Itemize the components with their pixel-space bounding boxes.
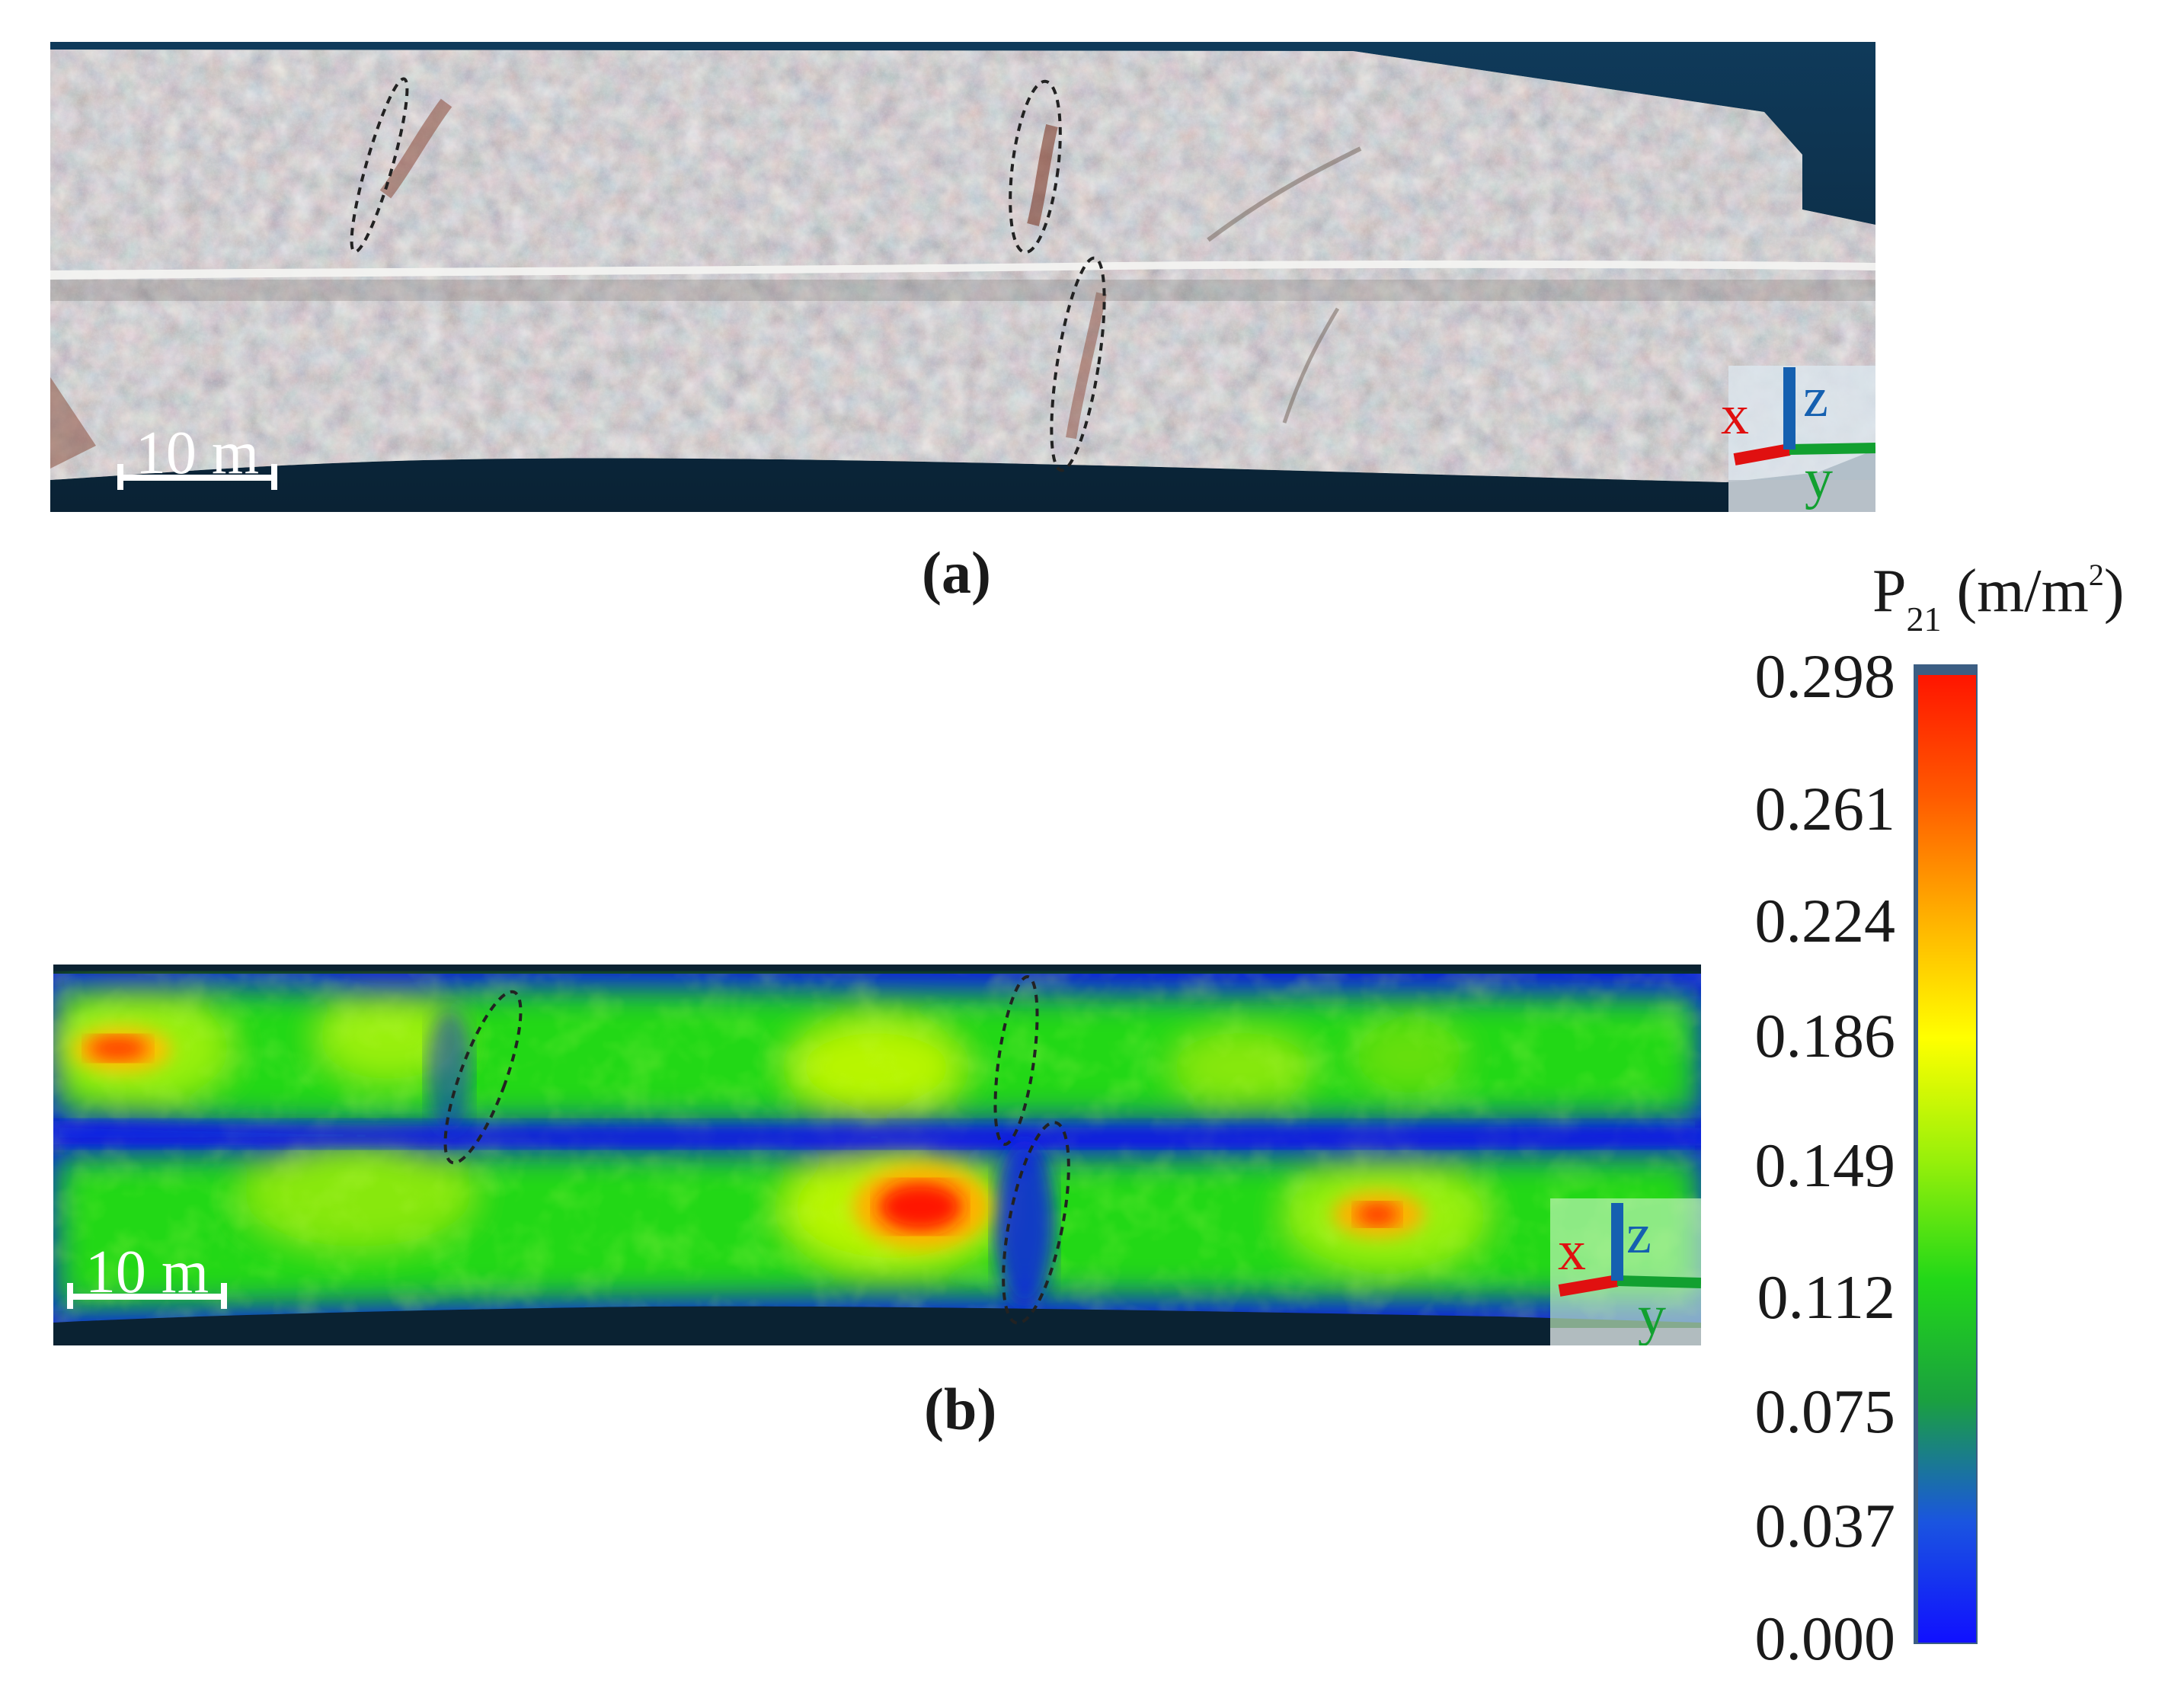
colorbar — [1914, 664, 1978, 1644]
colorbar-tick: 0.000 — [1754, 1604, 1896, 1673]
orientation-axes: x z y — [1721, 366, 1875, 512]
p21-heatmap-image — [53, 965, 1701, 1345]
rock-face-photo — [50, 42, 1875, 512]
x-axis-arrow — [1733, 443, 1791, 465]
colorbar-title-unit: (m/m — [1956, 558, 2089, 625]
y-axis-arrow — [1789, 443, 1875, 455]
fracture-ellipse-2 — [1009, 79, 1062, 254]
colorbar-tick: 0.037 — [1754, 1491, 1896, 1560]
x-axis-arrow — [1558, 1275, 1619, 1297]
fracture-ellipse-1 — [443, 990, 523, 1165]
scale-bar-label: 10 m — [135, 420, 260, 487]
orientation-axes: x z y — [1550, 1198, 1701, 1345]
colorbar-tick: 0.112 — [1757, 1262, 1895, 1332]
colorbar-gradient — [1918, 675, 1976, 1643]
p21-heatmap: 10 m x z y — [53, 965, 1701, 1345]
colorbar-title-superscript: 2 — [2088, 558, 2104, 592]
scale-bar-label: 10 m — [85, 1239, 209, 1306]
panel-caption-a: (a) — [922, 539, 991, 606]
colorbar-tick: 0.149 — [1754, 1131, 1896, 1200]
z-axis-label: z — [1626, 1203, 1652, 1265]
colorbar-title-close: ) — [2103, 558, 2125, 625]
panel-caption-b: (b) — [924, 1376, 997, 1442]
colorbar-title: P21 (m/m2) — [1872, 558, 2125, 638]
colorbar-title-subscript: 21 — [1906, 600, 1942, 638]
scale-bar: 10 m — [117, 420, 277, 490]
x-axis-label: x — [1558, 1220, 1586, 1282]
colorbar-tick: 0.298 — [1754, 641, 1896, 711]
z-axis-label: z — [1803, 366, 1828, 429]
fracture-ellipse-3 — [1002, 1121, 1070, 1325]
fracture-ellipse-3 — [1050, 256, 1106, 472]
colorbar-title-main: P — [1872, 558, 1907, 625]
colorbar-tick: 0.186 — [1754, 1001, 1896, 1070]
colorbar-tick: 0.224 — [1754, 886, 1896, 955]
colorbar-tick: 0.075 — [1754, 1377, 1896, 1446]
y-axis-label: y — [1805, 448, 1833, 510]
x-axis-label: x — [1721, 384, 1749, 446]
y-axis-arrow — [1616, 1275, 1701, 1288]
colorbar-tick: 0.261 — [1754, 774, 1896, 843]
rock-face-image: 10 m x z y — [50, 42, 1875, 512]
y-axis-label: y — [1638, 1284, 1666, 1345]
scale-bar: 10 m — [67, 1239, 227, 1309]
